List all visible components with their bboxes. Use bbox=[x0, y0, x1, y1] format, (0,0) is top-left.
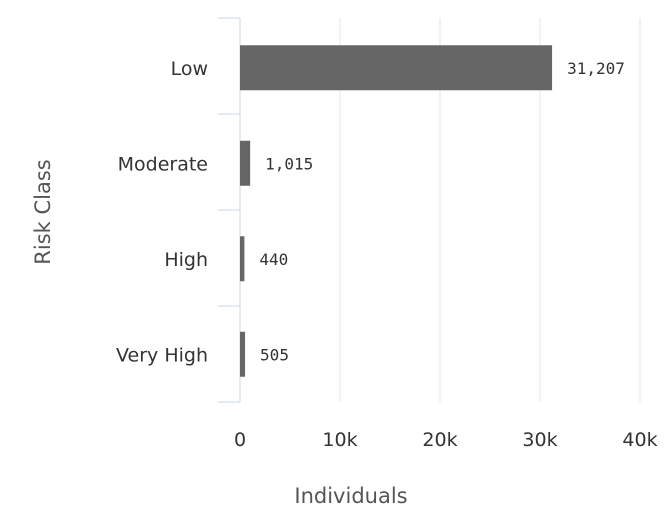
x-tick-label-0: 0 bbox=[234, 429, 246, 451]
bar-low bbox=[240, 45, 553, 91]
data-label-high: 440 bbox=[259, 250, 288, 269]
x-tick-label-1: 10k bbox=[322, 429, 357, 451]
y-axis bbox=[218, 17, 241, 403]
category-label-high: High bbox=[164, 249, 208, 271]
x-tick-label-2: 20k bbox=[422, 429, 457, 451]
data-label-very-high: 505 bbox=[260, 345, 289, 364]
y-axis-title: Risk Class bbox=[31, 159, 55, 264]
x-tick-labels: 0 10k 20k 30k 40k bbox=[234, 429, 658, 451]
bar-moderate bbox=[240, 140, 251, 186]
x-tick-label-3: 30k bbox=[522, 429, 557, 451]
data-label-moderate: 1,015 bbox=[265, 154, 313, 173]
category-label-very-high: Very High bbox=[116, 344, 208, 366]
bars bbox=[240, 45, 553, 377]
category-labels: Low Moderate High Very High bbox=[116, 58, 208, 367]
data-labels: 31,207 1,015 440 505 bbox=[259, 59, 624, 365]
category-label-low: Low bbox=[171, 58, 208, 80]
bar-high bbox=[240, 236, 245, 282]
bar-very-high bbox=[240, 331, 246, 377]
category-label-moderate: Moderate bbox=[118, 153, 208, 175]
x-axis-title: Individuals bbox=[294, 484, 407, 508]
data-label-low: 31,207 bbox=[567, 59, 625, 78]
x-tick-label-4: 40k bbox=[622, 429, 657, 451]
